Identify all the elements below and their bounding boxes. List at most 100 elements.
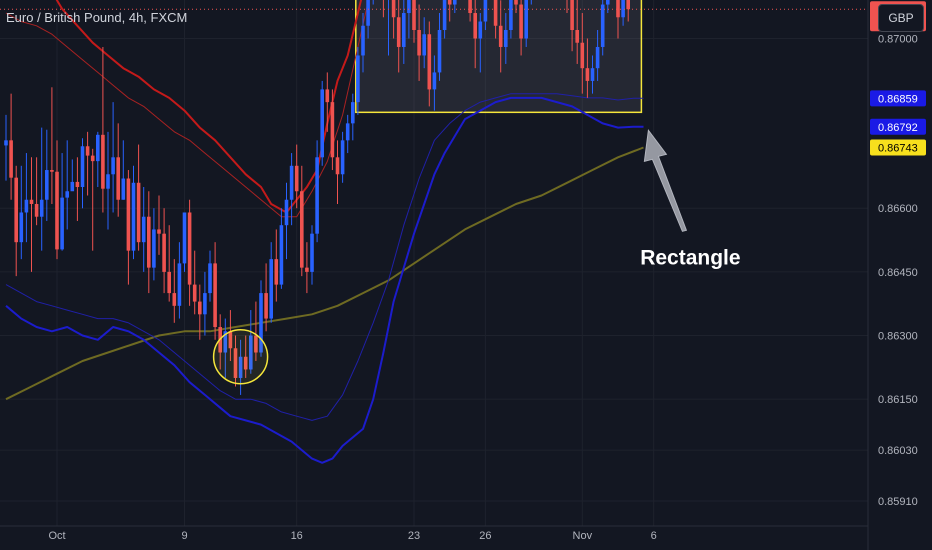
candle: [524, 0, 528, 47]
candle: [45, 129, 49, 221]
candle-body: [126, 178, 131, 251]
candle-body: [498, 25, 503, 47]
price-label-bg: [870, 139, 926, 156]
candle: [570, 0, 574, 52]
candle-body: [4, 140, 8, 146]
candle: [90, 148, 95, 251]
price-label-text: 0.86792: [878, 122, 918, 134]
candle: [182, 212, 187, 272]
candle-body: [330, 102, 335, 158]
candle: [621, 0, 625, 26]
candle-body: [595, 46, 600, 69]
candle-body: [106, 174, 110, 189]
candle: [85, 131, 90, 196]
candle: [34, 157, 39, 226]
candle-body: [147, 216, 151, 268]
candle: [437, 13, 442, 81]
currency-button[interactable]: GBP: [878, 4, 924, 32]
candle-body: [289, 165, 294, 200]
candle: [249, 310, 253, 374]
candle: [590, 55, 595, 94]
candle-body: [152, 229, 156, 268]
candle: [167, 225, 171, 302]
candle-body: [417, 30, 421, 56]
candle-body: [442, 0, 447, 31]
candle: [75, 157, 80, 221]
candle-body: [228, 331, 233, 349]
candle-body: [34, 203, 39, 217]
candle: [340, 131, 345, 183]
candle: [19, 165, 24, 260]
candle-body: [351, 102, 355, 124]
candle-body: [85, 146, 90, 156]
candle-body: [294, 165, 299, 192]
candle: [233, 335, 238, 387]
candle: [585, 38, 590, 98]
candle: [442, 0, 447, 39]
candle: [254, 301, 258, 361]
candle: [96, 131, 100, 188]
candle-body: [361, 25, 365, 56]
candle-body: [243, 356, 248, 370]
candle: [203, 271, 207, 336]
candle: [274, 229, 279, 302]
candle: [14, 165, 18, 277]
candle: [315, 140, 319, 243]
candle-body: [50, 170, 54, 172]
price-label-bg: [870, 90, 926, 107]
time-tick-label: 6: [651, 530, 657, 542]
candle-body: [19, 212, 24, 243]
lower-band-inner-line: [5, 93, 644, 421]
candle-body: [626, 0, 630, 10]
candle: [427, 21, 432, 107]
lower-band-line: [5, 96, 644, 464]
candle: [223, 318, 228, 378]
candle: [187, 199, 192, 306]
candle-body: [131, 182, 136, 251]
candle-body: [274, 259, 279, 285]
candle: [70, 159, 75, 192]
candle: [106, 131, 110, 230]
time-tick-label: Oct: [48, 530, 65, 542]
candle: [192, 250, 197, 315]
candle-body: [320, 89, 324, 158]
candle: [300, 165, 304, 277]
candle: [269, 242, 273, 323]
candle-body: [621, 0, 625, 18]
candle-body: [279, 225, 284, 285]
candle: [468, 0, 472, 22]
candle-body: [396, 17, 401, 47]
candle: [243, 335, 248, 378]
price-label: 0.86792: [870, 118, 926, 135]
candle-body: [514, 0, 518, 5]
candle-body: [453, 0, 457, 5]
candle-body: [223, 331, 228, 353]
time-tick-label: 23: [408, 530, 420, 542]
candle: [407, 0, 411, 39]
candle-body: [590, 68, 595, 81]
candle-body: [162, 233, 166, 272]
time-tick-label: 9: [181, 530, 187, 542]
candle-body: [284, 199, 289, 226]
candle: [330, 89, 335, 171]
candle: [335, 140, 340, 204]
price-tick-label: 0.86030: [878, 445, 918, 457]
candle: [121, 140, 126, 200]
candle: [162, 208, 166, 294]
candle: [509, 0, 513, 39]
candle-body: [29, 199, 34, 204]
candle-body: [437, 30, 442, 73]
candle: [198, 284, 202, 340]
candle-body: [198, 301, 202, 315]
candle: [65, 140, 69, 230]
candle: [595, 30, 600, 81]
price-tick-label: 0.86300: [878, 331, 918, 343]
candle: [141, 187, 146, 272]
candle-body: [203, 293, 207, 315]
candle-body: [116, 157, 120, 200]
candle: [131, 165, 136, 260]
candle-body: [208, 263, 212, 294]
candle-body: [483, 0, 488, 22]
